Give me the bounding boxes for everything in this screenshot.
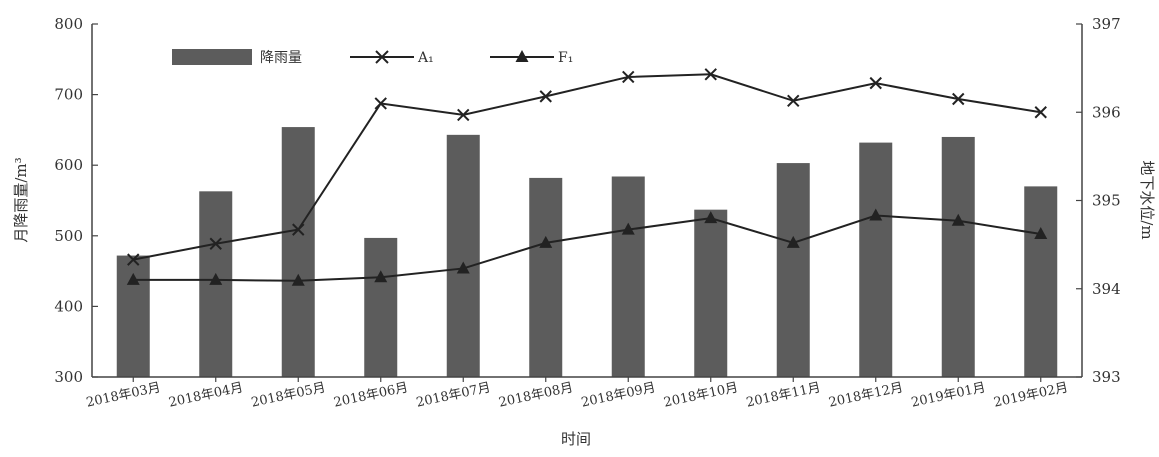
a1-point-marker: [1034, 106, 1047, 119]
y-axis-left-title: 月降雨量/m³: [12, 157, 30, 242]
a1-point-marker: [704, 68, 717, 81]
a1-point-marker: [292, 223, 305, 236]
a1-point-marker: [127, 253, 140, 266]
f1-point-marker: [704, 211, 718, 224]
rainfall-bar: [529, 177, 563, 377]
rainfall-bar: [281, 127, 315, 378]
f1-point-marker: [374, 270, 388, 283]
a1-legend-label: A₁: [417, 50, 434, 66]
right-tick-label: 396: [1092, 103, 1121, 121]
rainfall-bar: [941, 136, 975, 377]
legend-rainfall-label: 降雨量: [260, 50, 302, 66]
x-axis-title: 时间: [561, 430, 591, 448]
f1-point-marker: [621, 222, 635, 235]
left-tick-label: 300: [54, 368, 83, 386]
a1-point-marker: [457, 108, 470, 122]
a1-point-marker: [869, 76, 882, 90]
rainfall-bar: [364, 237, 398, 377]
f1-point-marker: [209, 272, 223, 285]
x-tick-label: 2018年12月: [827, 380, 904, 410]
a1-point-marker: [787, 94, 800, 107]
x-tick-label: 2018年05月: [250, 380, 327, 410]
right-tick-label: 394: [1092, 280, 1121, 298]
rainfall-bar: [611, 176, 645, 377]
left-tick-label: 800: [54, 15, 83, 33]
x-tick-label: 2018年07月: [415, 380, 492, 410]
right-tick-label: 395: [1092, 192, 1121, 210]
rainfall-bar: [1024, 186, 1058, 377]
rainfall-bar: [694, 209, 728, 377]
a1-series-line: [133, 73, 1041, 261]
x-tick-label: 2019年01月: [910, 380, 987, 410]
a1-point-marker: [539, 90, 552, 103]
x-tick-label: 2019年02月: [992, 380, 1069, 410]
y-axis-right-title: 地下水位/m: [1138, 160, 1156, 239]
f1-point-marker: [126, 272, 140, 285]
x-tick-label: 2018年09月: [580, 380, 657, 410]
f1-point-marker: [951, 213, 965, 226]
legend-rainfall-swatch: [172, 49, 252, 65]
x-tick-label: 2018年03月: [85, 380, 162, 410]
f1-point-marker: [456, 261, 470, 274]
x-tick-label: 2018年11月: [745, 380, 822, 410]
x-tick-label: 2018年04月: [167, 380, 244, 410]
x-tick-label: 2018年06月: [332, 380, 409, 410]
x-tick-label: 2018年08月: [497, 380, 574, 410]
x-tick-label: 2018年10月: [662, 380, 739, 410]
rainfall-bar: [859, 142, 893, 377]
rainfall-bar: [446, 134, 480, 377]
left-tick-label: 700: [54, 86, 83, 104]
a1-point-marker: [622, 70, 635, 84]
f1-series-line: [133, 214, 1041, 282]
a1-point-marker: [374, 97, 387, 110]
f1-point-marker: [869, 208, 883, 221]
f1-point-marker: [1034, 227, 1048, 240]
f1-legend-label: F₁: [558, 50, 573, 66]
rainfall-bar: [776, 163, 810, 377]
f1-point-marker: [539, 235, 553, 248]
f1-legend-marker: [515, 50, 529, 62]
left-tick-label: 600: [54, 156, 83, 174]
a1-point-marker: [952, 92, 965, 106]
left-tick-label: 500: [54, 227, 83, 245]
a1-legend-marker: [375, 50, 389, 64]
a1-point-marker: [209, 237, 222, 250]
right-tick-label: 393: [1092, 368, 1121, 386]
f1-point-marker: [786, 235, 800, 248]
left-tick-label: 400: [54, 297, 83, 315]
right-tick-label: 397: [1092, 15, 1121, 33]
f1-point-marker: [291, 273, 305, 286]
